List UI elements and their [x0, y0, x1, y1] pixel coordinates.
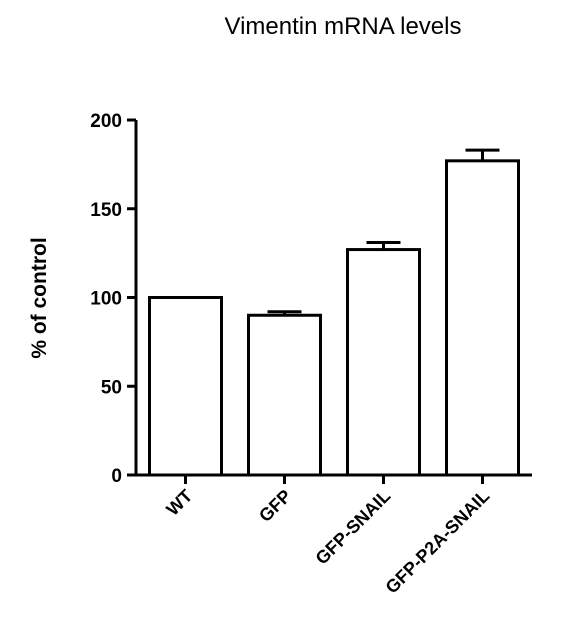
- bars: [148, 159, 520, 477]
- y-tick-label: 150: [90, 200, 122, 221]
- bar-wt: [148, 296, 223, 477]
- x-tick-label: GFP: [255, 486, 295, 526]
- y-tick-label: 0: [111, 466, 122, 487]
- error-bars: [267, 148, 500, 316]
- x-tick-label: GFP-P2A-SNAIL: [382, 486, 494, 598]
- bar-gfp: [247, 313, 322, 477]
- chart-title: Vimentin mRNA levels: [225, 13, 462, 40]
- y-tick-label: 200: [90, 111, 122, 132]
- bar-gfp-snail: [346, 248, 421, 477]
- bar-gfp-p2a-snail: [445, 159, 520, 477]
- y-ticks: 0 50 100 150 200: [90, 111, 136, 487]
- x-tick-label: GFP-SNAIL: [312, 486, 395, 569]
- y-axis-label: % of control: [28, 237, 51, 358]
- y-tick-label: 100: [90, 289, 122, 310]
- y-tick-label: 50: [101, 377, 122, 398]
- x-tick-label: WT: [162, 486, 196, 520]
